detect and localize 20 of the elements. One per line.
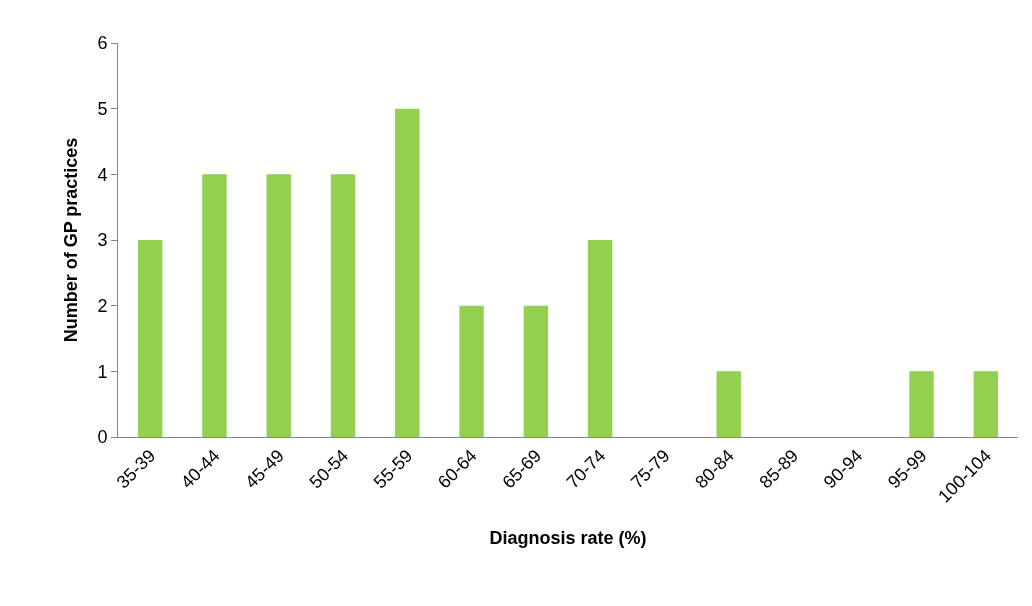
bar: [137, 240, 163, 437]
x-axis-title: Diagnosis rate (%): [489, 527, 647, 548]
bar: [266, 174, 291, 437]
y-tick-label: 3: [97, 230, 108, 251]
bar: [716, 371, 741, 437]
bar: [395, 108, 420, 437]
y-tick-label: 2: [97, 295, 108, 316]
y-axis-title: Number of GP practices: [60, 137, 81, 343]
y-tick-label: 6: [97, 33, 108, 54]
bar: [330, 174, 356, 437]
bar: [523, 305, 549, 437]
y-tick-label: 5: [97, 98, 108, 119]
bar: [973, 371, 999, 437]
bar: [459, 305, 484, 437]
bar: [909, 371, 934, 437]
bar: [587, 240, 613, 437]
y-tick-label: 1: [97, 361, 108, 382]
bar: [202, 174, 227, 437]
y-tick-label: 0: [97, 427, 108, 448]
y-tick-label: 4: [97, 164, 108, 185]
